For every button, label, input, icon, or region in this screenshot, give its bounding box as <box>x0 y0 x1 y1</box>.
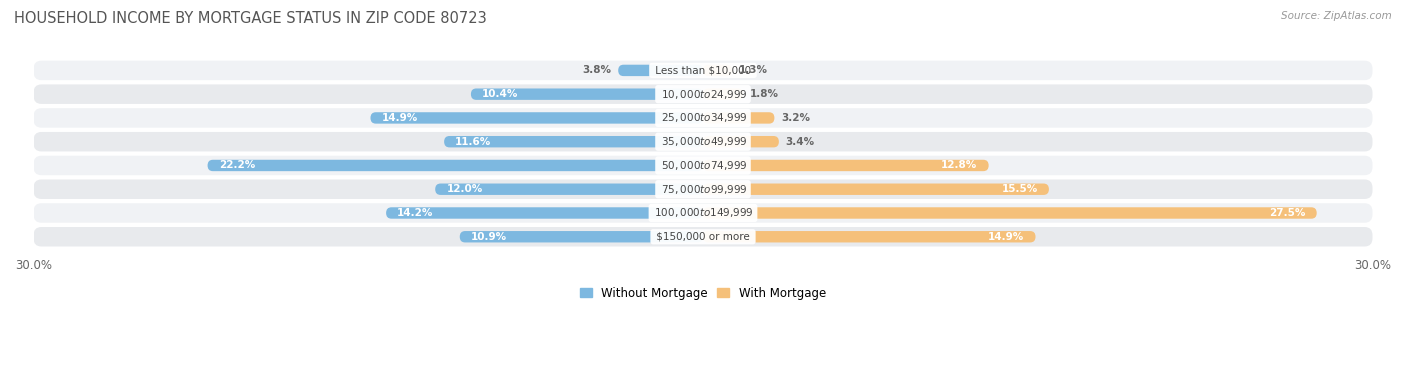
FancyBboxPatch shape <box>444 136 703 147</box>
FancyBboxPatch shape <box>371 112 703 124</box>
Text: HOUSEHOLD INCOME BY MORTGAGE STATUS IN ZIP CODE 80723: HOUSEHOLD INCOME BY MORTGAGE STATUS IN Z… <box>14 11 486 26</box>
FancyBboxPatch shape <box>703 88 744 100</box>
Text: 14.9%: 14.9% <box>988 232 1025 242</box>
Text: 10.9%: 10.9% <box>471 232 508 242</box>
FancyBboxPatch shape <box>34 156 1372 175</box>
FancyBboxPatch shape <box>471 88 703 100</box>
FancyBboxPatch shape <box>34 108 1372 128</box>
FancyBboxPatch shape <box>703 65 733 76</box>
Text: 3.8%: 3.8% <box>582 65 612 75</box>
Text: 22.2%: 22.2% <box>219 161 254 170</box>
FancyBboxPatch shape <box>703 112 775 124</box>
FancyBboxPatch shape <box>460 231 703 242</box>
Text: 10.4%: 10.4% <box>482 89 519 99</box>
Text: 14.9%: 14.9% <box>381 113 418 123</box>
FancyBboxPatch shape <box>34 60 1372 80</box>
Text: 3.2%: 3.2% <box>782 113 810 123</box>
Text: 12.8%: 12.8% <box>941 161 977 170</box>
Text: 27.5%: 27.5% <box>1270 208 1306 218</box>
Text: 3.4%: 3.4% <box>786 137 814 147</box>
FancyBboxPatch shape <box>34 132 1372 152</box>
Text: 1.3%: 1.3% <box>738 65 768 75</box>
Text: $50,000 to $74,999: $50,000 to $74,999 <box>658 159 748 172</box>
Text: $25,000 to $34,999: $25,000 to $34,999 <box>658 112 748 124</box>
Text: 12.0%: 12.0% <box>446 184 482 194</box>
Text: $150,000 or more: $150,000 or more <box>652 232 754 242</box>
FancyBboxPatch shape <box>619 65 703 76</box>
FancyBboxPatch shape <box>703 184 1049 195</box>
Text: $35,000 to $49,999: $35,000 to $49,999 <box>658 135 748 148</box>
Legend: Without Mortgage, With Mortgage: Without Mortgage, With Mortgage <box>575 282 831 305</box>
Text: 1.8%: 1.8% <box>749 89 779 99</box>
Text: $10,000 to $24,999: $10,000 to $24,999 <box>658 88 748 101</box>
FancyBboxPatch shape <box>703 207 1316 219</box>
FancyBboxPatch shape <box>703 160 988 171</box>
FancyBboxPatch shape <box>34 203 1372 223</box>
FancyBboxPatch shape <box>34 180 1372 199</box>
FancyBboxPatch shape <box>703 136 779 147</box>
FancyBboxPatch shape <box>34 84 1372 104</box>
Text: $75,000 to $99,999: $75,000 to $99,999 <box>658 183 748 196</box>
FancyBboxPatch shape <box>34 227 1372 246</box>
FancyBboxPatch shape <box>703 231 1035 242</box>
Text: 14.2%: 14.2% <box>398 208 433 218</box>
Text: $100,000 to $149,999: $100,000 to $149,999 <box>651 206 755 220</box>
Text: 15.5%: 15.5% <box>1001 184 1038 194</box>
FancyBboxPatch shape <box>208 160 703 171</box>
Text: Less than $10,000: Less than $10,000 <box>652 65 754 75</box>
FancyBboxPatch shape <box>436 184 703 195</box>
FancyBboxPatch shape <box>387 207 703 219</box>
Text: 11.6%: 11.6% <box>456 137 492 147</box>
Text: Source: ZipAtlas.com: Source: ZipAtlas.com <box>1281 11 1392 21</box>
